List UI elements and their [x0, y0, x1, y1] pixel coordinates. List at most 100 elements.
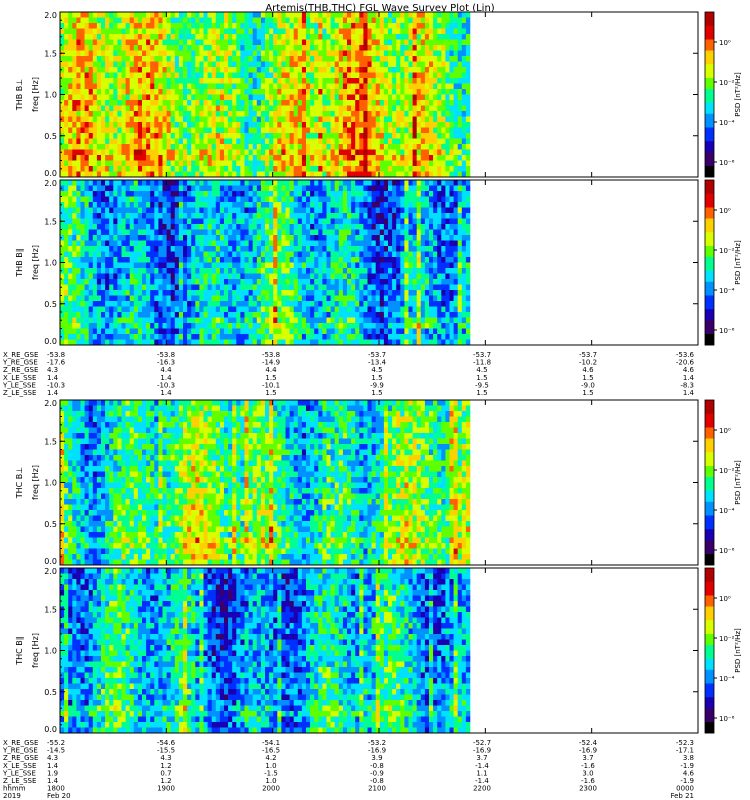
- spectrogram-cell: [80, 100, 85, 106]
- spectrogram-cell: [187, 268, 192, 274]
- spectrogram-cell: [150, 257, 155, 263]
- spectrogram-cell: [396, 28, 401, 35]
- spectrogram-cell: [424, 94, 430, 101]
- spectrogram-cell: [137, 28, 143, 35]
- spectrogram-cell: [125, 262, 130, 269]
- spectrogram-cell: [273, 290, 278, 296]
- spectrogram-cell: [396, 105, 401, 112]
- spectrogram-cell: [129, 295, 135, 302]
- spectrogram-cell: [191, 251, 196, 258]
- spectrogram-cell: [301, 268, 307, 274]
- spectrogram-cell: [306, 89, 311, 95]
- spectrogram-cell: [306, 279, 311, 285]
- spectrogram-cell: [371, 133, 376, 139]
- spectrogram-cell: [203, 312, 208, 318]
- spectrogram-cell: [64, 213, 69, 219]
- spectrogram-cell: [252, 213, 258, 219]
- spectrogram-cell: [101, 45, 106, 51]
- spectrogram-cell: [199, 257, 204, 263]
- spectrogram-cell: [187, 166, 192, 172]
- spectrogram-cell: [383, 116, 389, 123]
- spectrogram-cell: [322, 89, 327, 95]
- spectrogram-cell: [137, 89, 143, 95]
- spectrogram-cell: [170, 50, 176, 57]
- spectrogram-cell: [347, 50, 352, 57]
- spectrogram-cell: [338, 144, 344, 150]
- spectrogram-cell: [277, 246, 282, 252]
- spectrogram-cell: [338, 89, 344, 95]
- spectrogram-cell: [105, 34, 110, 40]
- spectrogram-cell: [248, 23, 253, 29]
- spectrogram-cell: [244, 166, 249, 172]
- spectrogram-cell: [285, 251, 290, 258]
- spectrogram-cell: [109, 262, 114, 269]
- spectrogram-cell: [170, 39, 176, 46]
- spectrogram-cell: [224, 17, 229, 24]
- spectrogram-cell: [277, 50, 282, 57]
- spectrogram-cell: [121, 224, 126, 230]
- spectrogram-cell: [236, 89, 241, 95]
- spectrogram-cell: [96, 196, 102, 203]
- spectrogram-cell: [437, 116, 442, 123]
- spectrogram-cell: [301, 213, 307, 219]
- spectrogram-cell: [449, 34, 454, 40]
- spectrogram-cell: [273, 39, 278, 46]
- spectrogram-cell: [228, 23, 233, 29]
- spectrogram-cell: [129, 34, 135, 40]
- spectrogram-cell: [142, 12, 147, 18]
- spectrogram-cell: [219, 191, 225, 197]
- spectrogram-cell: [92, 133, 98, 139]
- spectrogram-cell: [142, 251, 147, 258]
- spectrogram-cell: [166, 323, 171, 329]
- spectrogram-cell: [215, 23, 221, 29]
- spectrogram-cell: [236, 262, 241, 269]
- spectrogram-cell: [375, 94, 381, 101]
- spectrogram-cell: [375, 50, 381, 57]
- spectrogram-cell: [187, 122, 192, 128]
- spectrogram-cell: [68, 191, 73, 197]
- spectrogram-cell: [289, 149, 294, 156]
- spectrogram-cell: [433, 78, 438, 84]
- spectrogram-cell: [133, 78, 139, 84]
- spectrogram-cell: [178, 202, 184, 208]
- spectrogram-cell: [236, 160, 241, 167]
- spectrogram-cell: [178, 89, 184, 95]
- spectrogram-cell: [334, 138, 340, 145]
- spectrogram-cell: [211, 45, 217, 51]
- spectrogram-cell: [273, 301, 278, 307]
- spectrogram-cell: [351, 94, 356, 101]
- spectrogram-cell: [96, 257, 102, 263]
- spectrogram-cell: [342, 155, 348, 161]
- spectrogram-cell: [371, 23, 376, 29]
- spectrogram-cell: [174, 28, 180, 35]
- spectrogram-cell: [334, 50, 340, 57]
- spectrogram-cell: [166, 67, 171, 73]
- spectrogram-cell: [64, 251, 69, 258]
- spectrogram-cell: [125, 334, 130, 340]
- spectrogram-cell: [207, 89, 212, 95]
- spectrogram-cell: [88, 306, 94, 313]
- spectrogram-cell: [289, 251, 294, 258]
- spectrogram-cell: [84, 127, 89, 134]
- spectrogram-cell: [232, 295, 237, 302]
- spectrogram-cell: [371, 144, 376, 150]
- spectrogram-cell: [154, 34, 159, 40]
- spectrogram-cell: [281, 149, 286, 156]
- spectrogram-cell: [236, 306, 241, 313]
- spectrogram-cell: [129, 301, 135, 307]
- spectrogram-cell: [400, 61, 405, 68]
- spectrogram-cell: [224, 191, 229, 197]
- spectrogram-cell: [236, 171, 241, 178]
- spectrogram-cell: [289, 78, 294, 84]
- spectrogram-cell: [76, 149, 81, 156]
- spectrogram-cell: [277, 235, 282, 241]
- spectrogram-cell: [457, 116, 463, 123]
- spectrogram-cell: [150, 224, 155, 230]
- spectrogram-cell: [289, 295, 294, 302]
- spectrogram-cell: [215, 78, 221, 84]
- spectrogram-cell: [219, 207, 225, 214]
- spectrogram-cell: [318, 45, 323, 51]
- spectrogram-cell: [260, 45, 266, 51]
- spectrogram-cell: [121, 229, 126, 236]
